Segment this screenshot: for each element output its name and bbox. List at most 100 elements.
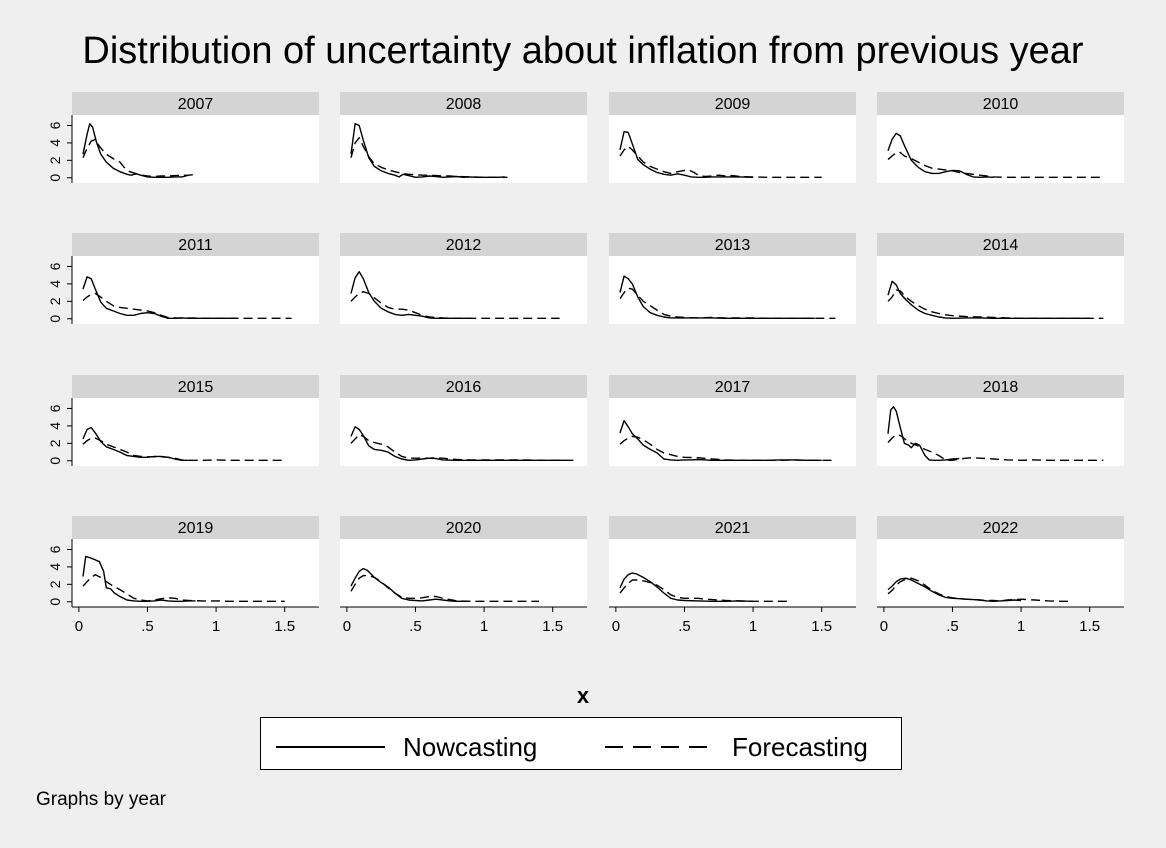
legend: Nowcasting Forecasting	[260, 717, 902, 770]
series-line-forecasting-2021	[619, 579, 792, 602]
panel-plot-2012	[340, 256, 587, 324]
panel-plot-2010	[877, 115, 1124, 183]
panel-header-2017	[609, 375, 856, 398]
series-line-forecasting-2018	[887, 433, 1104, 461]
series-line-forecasting-2017	[619, 435, 836, 461]
panel-label-2008: 2008	[446, 96, 482, 113]
y-tick-label: 0	[47, 598, 63, 606]
series-line-forecasting-2015	[82, 437, 285, 461]
series-line-nowcasting-2019	[82, 555, 196, 602]
x-tick-label: 1.5	[1079, 618, 1100, 635]
y-tick-label: 6	[47, 262, 63, 270]
x-axis-title: x	[577, 683, 590, 708]
y-tick-label: 6	[47, 545, 63, 553]
y-tick-label: 0	[47, 457, 63, 465]
y-tick-label: 2	[47, 156, 63, 164]
panel-label-2007: 2007	[178, 96, 214, 113]
panel-header-2011	[72, 233, 319, 256]
y-tick-label: 4	[47, 280, 63, 288]
panel-header-2014	[877, 233, 1124, 256]
y-tick-label: 0	[47, 315, 63, 323]
series-line-nowcasting-2020	[350, 567, 471, 602]
series-line-forecasting-2016	[350, 433, 574, 461]
panel-label-2014: 2014	[983, 237, 1019, 254]
panel-plot-2013	[609, 256, 856, 324]
series-line-nowcasting-2010	[887, 132, 994, 178]
panel-plot-2018	[877, 398, 1124, 466]
panel-header-2016	[340, 375, 587, 398]
x-tick-label: 1	[212, 618, 220, 635]
panel-header-2015	[72, 375, 319, 398]
y-tick-label: 6	[47, 121, 63, 129]
panel-plot-2007	[72, 115, 319, 183]
panel-label-2009: 2009	[715, 96, 751, 113]
panel-label-2015: 2015	[178, 379, 214, 396]
series-line-forecasting-2012	[350, 291, 560, 319]
panel-header-2008	[340, 92, 587, 115]
x-tick-label: 1	[749, 618, 757, 635]
series-line-nowcasting-2021	[619, 572, 754, 602]
panel-label-2018: 2018	[983, 379, 1019, 396]
panel-label-2011: 2011	[178, 237, 213, 254]
x-tick-label: 1	[480, 618, 488, 635]
series-line-forecasting-2022	[887, 577, 1070, 602]
panel-label-2020: 2020	[446, 520, 482, 537]
panel-label-2012: 2012	[446, 237, 482, 254]
panel-header-2018	[877, 375, 1124, 398]
series-line-forecasting-2014	[887, 289, 1104, 319]
graphs-by-note: Graphs by year	[36, 789, 166, 810]
series-line-forecasting-2007	[82, 138, 189, 178]
panel-header-2020	[340, 516, 587, 539]
y-tick-label: 2	[47, 439, 63, 447]
panel-label-2021: 2021	[715, 520, 751, 537]
x-tick-label: .5	[141, 618, 154, 635]
panel-header-2012	[340, 233, 587, 256]
panel-plot-2009	[609, 115, 856, 183]
x-tick-label: 0	[343, 618, 351, 635]
x-tick-label: 1.5	[811, 618, 832, 635]
panel-header-2021	[609, 516, 856, 539]
panel-plot-2020	[340, 539, 587, 607]
x-tick-label: .5	[409, 618, 422, 635]
panel-label-2022: 2022	[983, 520, 1019, 537]
series-line-forecasting-2008	[350, 137, 508, 178]
panel-plot-2008	[340, 115, 587, 183]
panel-label-2016: 2016	[446, 379, 482, 396]
x-tick-label: 0	[612, 618, 620, 635]
series-line-nowcasting-2009	[619, 130, 754, 178]
panel-header-2010	[877, 92, 1124, 115]
y-tick-label: 6	[47, 404, 63, 412]
series-line-nowcasting-2007	[82, 123, 193, 178]
panel-label-2010: 2010	[983, 96, 1019, 113]
x-tick-label: 1	[1017, 618, 1025, 635]
x-tick-label: 0	[75, 618, 83, 635]
panel-plot-2017	[609, 398, 856, 466]
panel-header-2022	[877, 516, 1124, 539]
panel-header-2009	[609, 92, 856, 115]
series-line-nowcasting-2014	[887, 280, 1090, 319]
x-tick-label: .5	[678, 618, 691, 635]
series-line-forecasting-2010	[887, 151, 1104, 178]
panel-plot-2016	[340, 398, 587, 466]
x-tick-label: 1.5	[274, 618, 295, 635]
panel-label-2017: 2017	[715, 379, 751, 396]
y-tick-label: 4	[47, 563, 63, 571]
legend-label-nowcasting: Nowcasting	[403, 732, 538, 762]
y-tick-label: 4	[47, 139, 63, 147]
x-tick-label: 0	[880, 618, 888, 635]
series-line-forecasting-2009	[619, 145, 822, 178]
y-tick-label: 2	[47, 580, 63, 588]
panel-label-2013: 2013	[715, 237, 751, 254]
panel-plot-2019	[72, 539, 319, 607]
series-line-forecasting-2019	[82, 574, 285, 602]
y-tick-label: 4	[47, 422, 63, 430]
y-tick-label: 0	[47, 174, 63, 182]
panel-plot-2022	[877, 539, 1124, 607]
series-line-forecasting-2013	[619, 287, 836, 319]
panel-plot-2015	[72, 398, 319, 466]
panel-header-2013	[609, 233, 856, 256]
series-line-nowcasting-2012	[350, 271, 471, 319]
series-line-forecasting-2011	[82, 292, 292, 319]
panel-header-2019	[72, 516, 319, 539]
